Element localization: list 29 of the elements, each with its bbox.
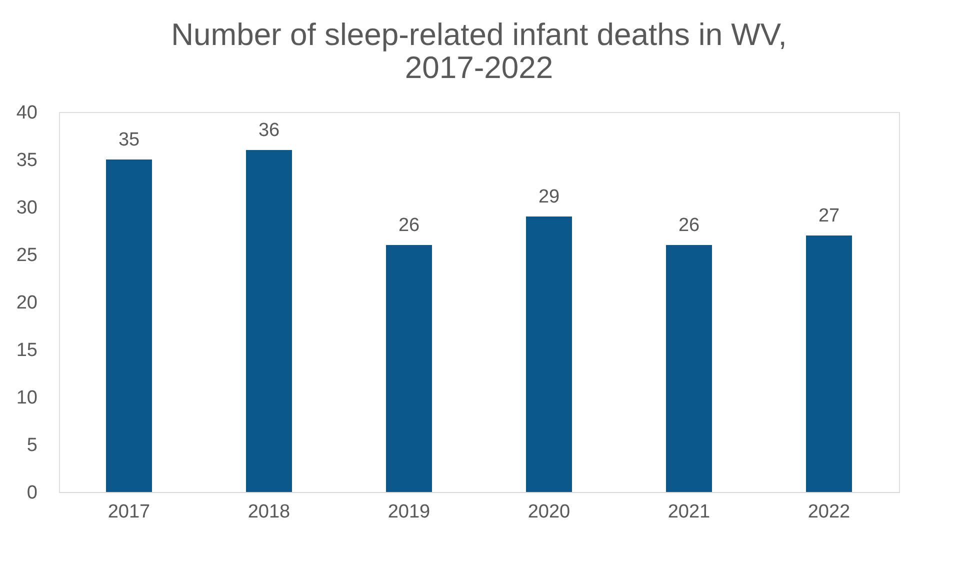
y-tick-label: 20 xyxy=(16,292,38,314)
y-tick-label: 30 xyxy=(16,198,38,218)
data-label: 27 xyxy=(818,206,840,226)
y-tick-label: 0 xyxy=(26,482,38,504)
y-tick-label: 5 xyxy=(26,435,38,456)
data-label: 26 xyxy=(398,215,420,236)
y-tick-label: 15 xyxy=(16,340,38,361)
text: 2017-2022 xyxy=(404,50,554,85)
y-tick-label: 10 xyxy=(16,388,38,408)
bar xyxy=(106,160,152,492)
data-label: 36 xyxy=(258,120,280,141)
y-tick-label: 40 xyxy=(16,102,38,124)
x-tick-label: 2018 xyxy=(248,502,290,522)
x-tick-label: 2022 xyxy=(808,502,850,522)
bar xyxy=(246,150,292,492)
y-tick-label: 35 xyxy=(16,150,38,171)
x-tick-label: 2021 xyxy=(668,502,710,522)
x-tick-label: 2019 xyxy=(388,502,430,522)
bar xyxy=(806,236,852,492)
y-tick-label: 25 xyxy=(16,245,38,266)
data-label: 35 xyxy=(118,130,140,150)
data-label: 29 xyxy=(538,186,560,208)
bar xyxy=(386,245,432,492)
bar xyxy=(666,245,712,492)
data-label: 26 xyxy=(678,215,700,236)
x-tick-label: 2017 xyxy=(108,502,150,522)
x-tick-label: 2020 xyxy=(528,502,570,522)
bar xyxy=(526,216,572,492)
text: Number of sleep-related infant deaths in WV, xyxy=(171,17,787,52)
